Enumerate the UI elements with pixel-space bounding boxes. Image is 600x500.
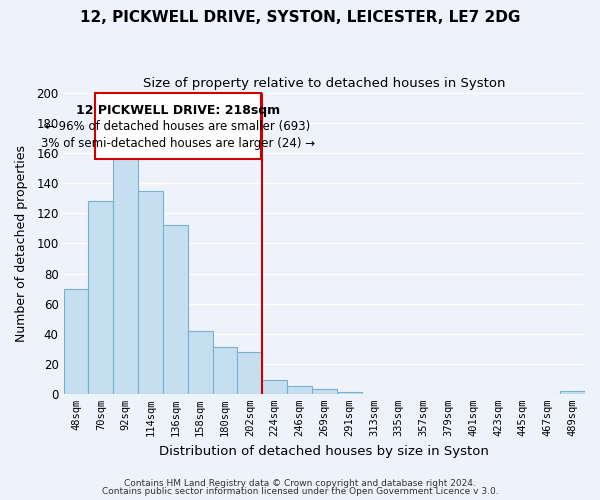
- Bar: [113, 148, 138, 394]
- Title: Size of property relative to detached houses in Syston: Size of property relative to detached ho…: [143, 78, 506, 90]
- Bar: [163, 226, 188, 394]
- Bar: [138, 191, 163, 394]
- Y-axis label: Number of detached properties: Number of detached properties: [15, 145, 28, 342]
- X-axis label: Distribution of detached houses by size in Syston: Distribution of detached houses by size …: [160, 444, 489, 458]
- Text: ← 96% of detached houses are smaller (693): ← 96% of detached houses are smaller (69…: [45, 120, 310, 133]
- Bar: [287, 386, 312, 394]
- Text: 12 PICKWELL DRIVE: 218sqm: 12 PICKWELL DRIVE: 218sqm: [76, 104, 280, 117]
- Bar: [312, 390, 337, 394]
- Bar: [262, 380, 287, 394]
- Bar: [95, 93, 261, 159]
- Text: 3% of semi-detached houses are larger (24) →: 3% of semi-detached houses are larger (2…: [41, 136, 315, 149]
- Text: 12, PICKWELL DRIVE, SYSTON, LEICESTER, LE7 2DG: 12, PICKWELL DRIVE, SYSTON, LEICESTER, L…: [80, 10, 520, 25]
- Bar: [64, 288, 88, 394]
- Bar: [238, 352, 262, 394]
- Bar: [88, 202, 113, 394]
- Bar: [212, 347, 238, 394]
- Bar: [560, 391, 585, 394]
- Bar: [188, 330, 212, 394]
- Text: Contains public sector information licensed under the Open Government Licence v : Contains public sector information licen…: [101, 487, 499, 496]
- Text: Contains HM Land Registry data © Crown copyright and database right 2024.: Contains HM Land Registry data © Crown c…: [124, 478, 476, 488]
- Bar: [337, 392, 362, 394]
